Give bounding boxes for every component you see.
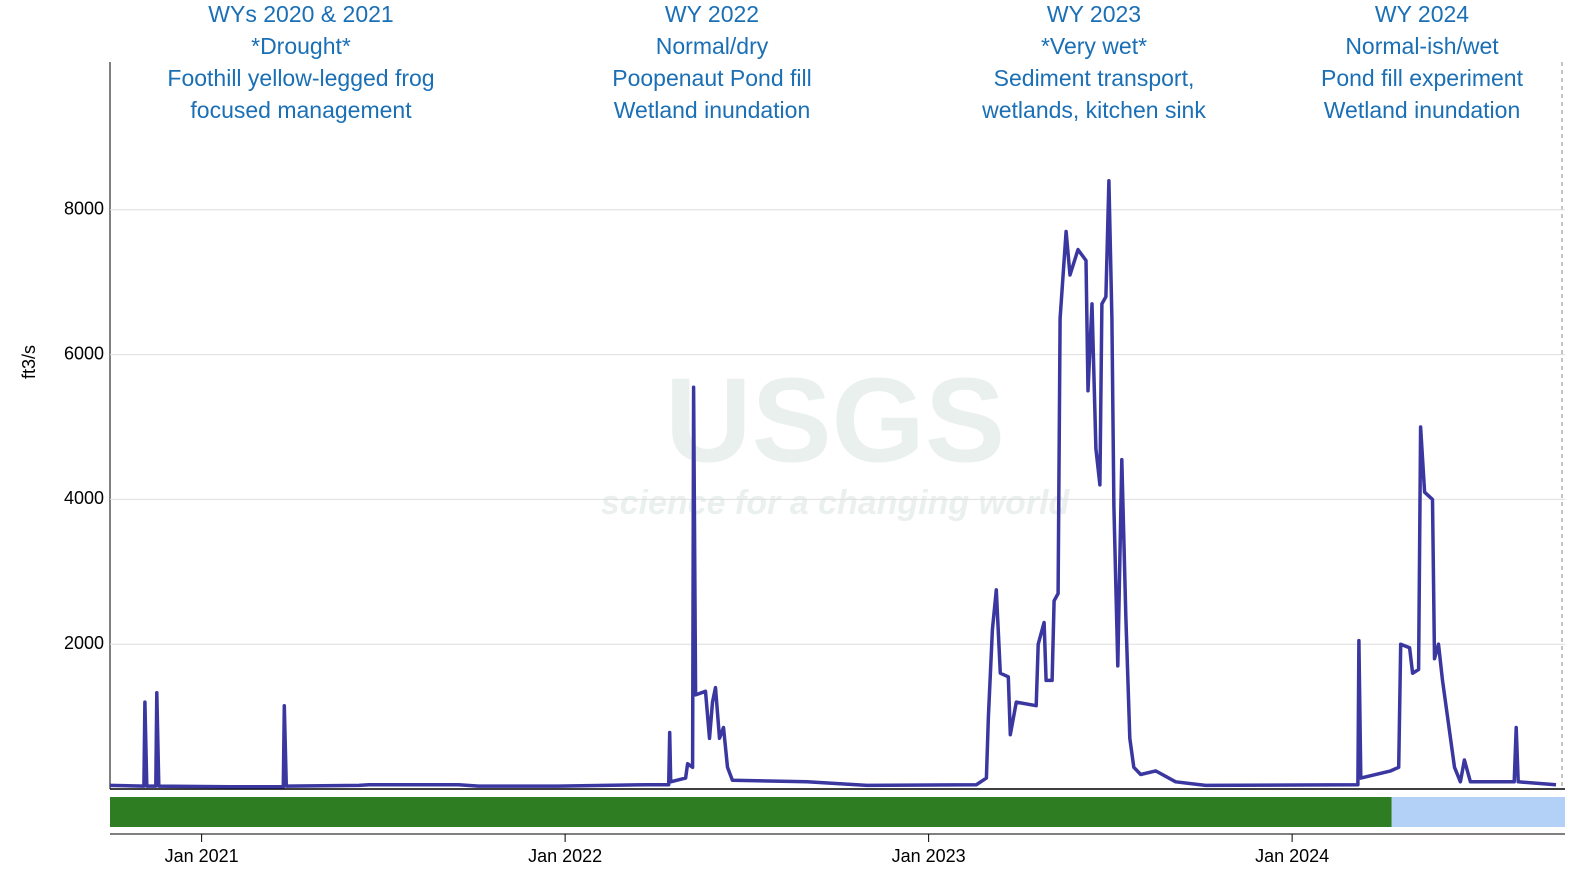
flow-line [109,179,1557,789]
x-tick-label: Jan 2023 [892,846,966,866]
status-segment [1391,797,1565,827]
y-tick-label: 8000 [64,199,104,219]
annotation: wetlands, kitchen sink [981,97,1206,123]
x-tick-label: Jan 2024 [1255,846,1329,866]
annotation: Poopenaut Pond fill [612,65,812,91]
annotation: Pond fill experiment [1321,65,1524,91]
x-tick-label: Jan 2022 [528,846,602,866]
y-axis-label: ft3/s [19,345,39,379]
annotation: Wetland inundation [1324,97,1521,123]
status-segment [110,797,1392,827]
watermark: USGS science for a changing world [601,354,1071,522]
watermark-slogan: science for a changing world [601,484,1071,522]
annotation: Wetland inundation [614,97,811,123]
watermark-logo: USGS [665,354,1005,488]
annotation: WY 2024 [1375,1,1469,27]
annotation: WYs 2020 & 2021 [208,1,393,27]
annotation: focused management [190,97,412,123]
x-tick-label: Jan 2021 [165,846,239,866]
y-tick-label: 4000 [64,488,104,508]
y-tick-label: 2000 [64,633,104,653]
annotation: WY 2022 [665,1,759,27]
annotation: Foothill yellow-legged frog [167,65,434,91]
annotation: Normal/dry [656,33,769,59]
annotation: Sediment transport, [994,65,1195,91]
annotation: *Very wet* [1041,33,1147,59]
annotation: WY 2023 [1047,1,1141,27]
annotation: Normal-ish/wet [1345,33,1499,59]
annotation: *Drought* [251,33,351,59]
y-tick-label: 6000 [64,343,104,363]
